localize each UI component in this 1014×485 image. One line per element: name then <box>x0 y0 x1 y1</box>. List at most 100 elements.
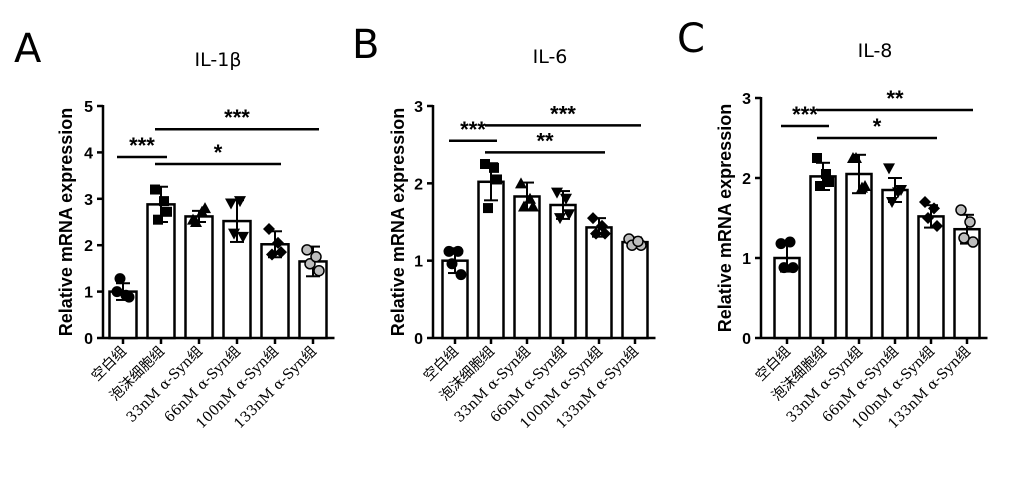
data-point <box>150 184 160 195</box>
data-point <box>196 205 208 217</box>
data-point <box>787 262 799 274</box>
y-tick-label: 1 <box>742 251 751 268</box>
data-point <box>919 196 931 208</box>
data-point <box>263 222 275 235</box>
data-point <box>272 236 284 249</box>
bar <box>917 215 945 340</box>
data-point <box>480 159 490 169</box>
significance-label: * <box>873 114 882 139</box>
y-tick-label: 1 <box>414 254 423 271</box>
data-point <box>778 262 790 274</box>
data-point <box>237 231 249 243</box>
data-point <box>455 269 467 281</box>
data-point <box>551 187 563 199</box>
bar <box>549 203 577 340</box>
data-point <box>452 245 464 257</box>
y-tick-label: 2 <box>414 176 423 193</box>
data-point <box>489 162 499 173</box>
significance-label: ** <box>536 128 554 153</box>
y-axis-label: Relative mRNA expression <box>56 108 76 336</box>
bar <box>513 195 541 340</box>
data-point <box>554 213 566 225</box>
data-point <box>958 232 970 244</box>
data-point <box>443 245 455 257</box>
data-point <box>159 196 169 207</box>
chart-title: IL-1β <box>195 49 242 71</box>
significance-label: ** <box>886 86 904 111</box>
y-tick-label: 5 <box>84 99 93 116</box>
data-point <box>301 244 313 256</box>
data-point <box>812 153 822 163</box>
data-point <box>483 203 493 214</box>
data-point <box>922 212 934 224</box>
bar <box>881 188 909 340</box>
data-point <box>515 177 527 189</box>
significance-label: *** <box>550 101 576 126</box>
data-point <box>563 209 575 221</box>
data-point <box>518 200 530 212</box>
data-point <box>856 181 868 193</box>
data-point <box>784 236 796 248</box>
y-tick-label: 3 <box>742 91 751 108</box>
data-point <box>821 169 831 179</box>
bar <box>585 226 613 340</box>
bar <box>621 240 649 340</box>
significance-label: *** <box>460 117 486 142</box>
significance-label: *** <box>129 133 155 158</box>
data-point <box>527 200 539 212</box>
bar <box>184 215 214 340</box>
y-tick-label: 3 <box>414 99 423 116</box>
data-point <box>190 216 202 227</box>
bar <box>845 172 873 340</box>
chart-title: IL-8 <box>858 40 893 62</box>
data-point <box>310 251 322 263</box>
panel-letter: C <box>677 16 705 62</box>
data-point <box>632 235 644 248</box>
panel-letter: A <box>14 26 42 72</box>
bar <box>260 243 290 340</box>
data-point <box>114 273 126 285</box>
data-point <box>234 196 246 208</box>
bar <box>809 175 837 340</box>
bar <box>146 203 176 340</box>
data-point <box>560 193 572 205</box>
data-point <box>850 152 862 163</box>
y-axis-label: Relative mRNA expression <box>388 108 408 336</box>
y-axis-label: Relative mRNA expression <box>715 104 735 332</box>
data-point <box>892 187 904 199</box>
data-point <box>275 246 287 259</box>
significance-label: * <box>214 140 223 165</box>
data-point <box>111 286 123 298</box>
y-tick-label: 2 <box>84 238 93 255</box>
data-point <box>596 219 608 232</box>
bar <box>953 227 981 340</box>
y-tick-label: 3 <box>84 192 93 209</box>
data-point <box>883 163 895 175</box>
y-tick-label: 1 <box>84 285 93 302</box>
data-point <box>225 198 237 210</box>
y-tick-label: 0 <box>414 331 423 348</box>
data-point <box>590 227 602 240</box>
data-point <box>815 181 825 191</box>
panel-letter: B <box>352 22 379 68</box>
data-point <box>120 289 132 301</box>
data-point <box>266 248 278 261</box>
significance-label: *** <box>224 105 250 130</box>
data-point <box>446 258 458 270</box>
data-point <box>313 264 325 277</box>
data-point <box>928 202 940 215</box>
data-point <box>162 206 172 217</box>
data-point <box>587 212 599 225</box>
data-point <box>824 177 834 187</box>
y-tick-label: 2 <box>742 171 751 188</box>
data-point <box>524 192 536 204</box>
significance-label: *** <box>792 102 818 127</box>
data-point <box>955 204 967 216</box>
y-tick-label: 4 <box>84 145 93 162</box>
data-point <box>931 220 943 232</box>
data-point <box>228 228 240 240</box>
y-tick-label: 0 <box>84 331 93 348</box>
data-point <box>153 214 163 225</box>
chart-title: IL-6 <box>533 46 568 68</box>
